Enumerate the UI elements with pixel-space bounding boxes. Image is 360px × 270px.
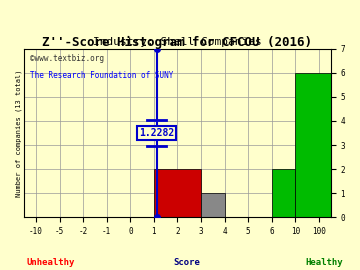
Bar [201,193,225,217]
Y-axis label: Number of companies (13 total): Number of companies (13 total) [15,69,22,197]
Text: Healthy: Healthy [305,258,343,267]
Title: Z''-Score Histogram for CFCOU (2016): Z''-Score Histogram for CFCOU (2016) [42,36,312,49]
Text: Industry: Shell Companies: Industry: Shell Companies [93,37,262,47]
Bar [295,73,342,217]
Text: Unhealthy: Unhealthy [26,258,75,267]
Bar [154,169,201,217]
Text: ©www.textbiz.org: ©www.textbiz.org [30,54,104,63]
Text: 1.2282: 1.2282 [139,128,174,138]
Text: The Research Foundation of SUNY: The Research Foundation of SUNY [30,70,174,80]
Text: Score: Score [174,258,201,267]
Bar [272,169,295,217]
